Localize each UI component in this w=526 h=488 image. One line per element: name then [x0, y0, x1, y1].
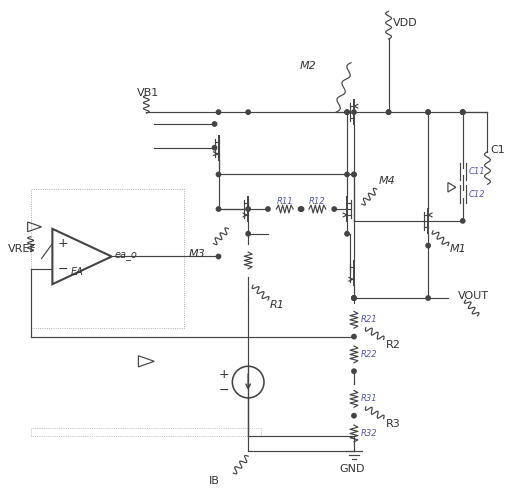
Circle shape	[352, 296, 356, 300]
Text: VDD: VDD	[392, 18, 417, 28]
Circle shape	[345, 172, 349, 177]
Circle shape	[266, 207, 270, 211]
Circle shape	[352, 172, 356, 177]
Circle shape	[216, 110, 221, 114]
Circle shape	[426, 110, 430, 114]
Text: R32: R32	[361, 429, 378, 438]
Circle shape	[426, 296, 430, 300]
Circle shape	[213, 145, 217, 150]
Text: −: −	[57, 263, 68, 276]
Circle shape	[352, 334, 356, 339]
Circle shape	[352, 296, 356, 300]
Circle shape	[246, 232, 250, 236]
Text: R21: R21	[361, 315, 378, 325]
Circle shape	[352, 172, 356, 177]
Circle shape	[345, 110, 349, 114]
Circle shape	[332, 207, 336, 211]
Text: GND: GND	[339, 464, 365, 474]
Circle shape	[461, 110, 465, 114]
Text: +: +	[57, 237, 68, 250]
Text: R2: R2	[386, 340, 400, 349]
Text: M2: M2	[300, 61, 316, 71]
Text: R12: R12	[309, 197, 326, 205]
Text: ea_o: ea_o	[115, 249, 138, 260]
Text: R22: R22	[361, 350, 378, 359]
Circle shape	[461, 110, 465, 114]
Text: C11: C11	[469, 167, 485, 176]
Circle shape	[345, 232, 349, 236]
Text: C12: C12	[469, 190, 485, 199]
Text: M4: M4	[379, 176, 396, 186]
Text: +: +	[219, 367, 229, 381]
Circle shape	[216, 172, 221, 177]
Circle shape	[298, 207, 303, 211]
Circle shape	[426, 244, 430, 248]
Text: C1: C1	[490, 145, 505, 155]
Circle shape	[299, 207, 304, 211]
Circle shape	[387, 110, 391, 114]
Circle shape	[352, 369, 356, 373]
Circle shape	[387, 110, 391, 114]
Text: M3: M3	[189, 248, 206, 259]
Circle shape	[352, 413, 356, 418]
Circle shape	[246, 207, 250, 211]
Text: −: −	[219, 384, 229, 396]
Circle shape	[352, 296, 356, 300]
Circle shape	[213, 122, 217, 126]
Circle shape	[246, 110, 250, 114]
Text: R3: R3	[386, 419, 400, 428]
Circle shape	[216, 254, 221, 259]
Text: R31: R31	[361, 394, 378, 404]
Text: VB1: VB1	[136, 88, 159, 99]
Text: VREF: VREF	[8, 244, 37, 254]
Text: VOUT: VOUT	[458, 291, 489, 301]
Circle shape	[426, 110, 430, 114]
Text: R1: R1	[270, 300, 285, 310]
Text: EA: EA	[70, 267, 84, 277]
Text: IB: IB	[209, 476, 219, 486]
Circle shape	[461, 219, 465, 223]
Text: M1: M1	[450, 244, 467, 254]
Circle shape	[461, 110, 465, 114]
Circle shape	[352, 110, 356, 114]
Circle shape	[345, 110, 349, 114]
Circle shape	[216, 207, 221, 211]
Text: R11: R11	[277, 197, 293, 205]
